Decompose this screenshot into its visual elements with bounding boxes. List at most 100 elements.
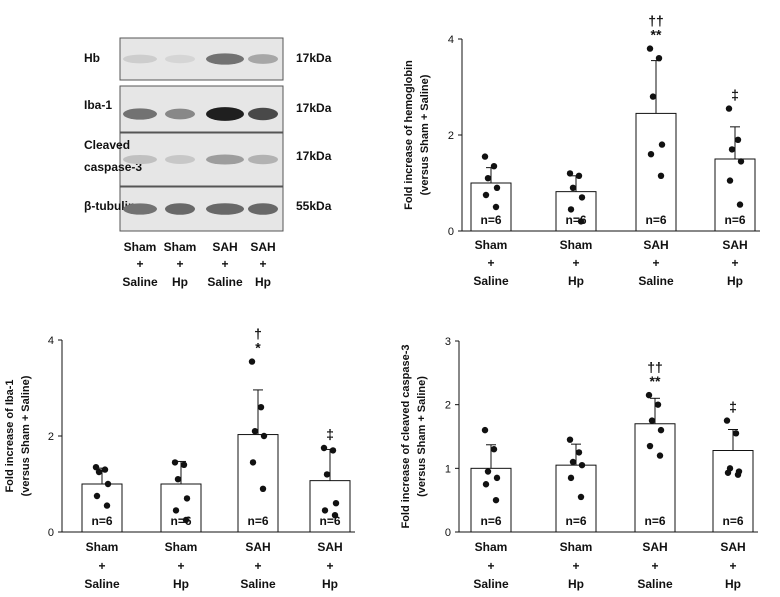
data-point — [575, 449, 583, 456]
category-label-line1: Sham — [560, 540, 593, 554]
data-point — [101, 466, 109, 473]
data-point — [484, 175, 492, 182]
data-point — [248, 358, 256, 365]
lane-label-line2: + — [221, 257, 228, 271]
data-point — [657, 426, 665, 434]
data-point — [331, 512, 339, 519]
significance-marker: ‡ — [731, 87, 739, 103]
bar — [470, 182, 512, 232]
protein-band — [165, 54, 195, 64]
bar — [555, 191, 597, 232]
y-tick-label: 3 — [445, 336, 451, 348]
category-label-line1: SAH — [317, 540, 342, 554]
bar — [237, 434, 279, 533]
lane-label-line1: Sham — [164, 240, 197, 254]
y-tick-label: 2 — [445, 400, 451, 412]
data-point — [172, 507, 180, 514]
data-point — [646, 45, 654, 52]
data-point — [657, 172, 665, 179]
n-label: n=6 — [247, 514, 268, 528]
molecular-weight-label: 17kDa — [296, 149, 332, 163]
category-label-line2: + — [652, 256, 659, 270]
data-point — [180, 461, 188, 468]
blot-row-label: Cleaved — [84, 138, 130, 152]
data-point — [259, 485, 267, 492]
y-axis-label: (versus Sham + Saline) — [20, 375, 32, 496]
data-point — [737, 158, 745, 165]
category-label-line2: + — [572, 256, 579, 270]
lane-label-line2: + — [259, 257, 266, 271]
lane-label-line3: Hp — [255, 275, 271, 289]
data-point — [103, 502, 111, 509]
n-label: n=6 — [480, 514, 501, 528]
y-tick-label: 4 — [448, 34, 454, 46]
category-label-line2: + — [177, 559, 184, 573]
data-point — [732, 430, 740, 437]
significance-marker: † — [254, 326, 262, 342]
protein-band — [123, 154, 157, 165]
data-point — [492, 203, 500, 211]
protein-band — [248, 154, 278, 165]
protein-band — [248, 107, 278, 121]
category-label-line3: Hp — [568, 577, 584, 591]
lane-label-line1: SAH — [250, 240, 275, 254]
data-point — [649, 93, 657, 100]
data-point — [249, 459, 257, 466]
y-tick-label: 1 — [445, 463, 451, 475]
cleaved-caspase3-chart: 0 1 2 3 Fold increase of cleaved caspase-3 (v… — [400, 336, 758, 591]
category-label-line2: + — [729, 559, 736, 573]
blot-row-label: β-tubulin — [84, 199, 135, 213]
category-label-line2: + — [731, 256, 738, 270]
y-tick-label: 0 — [48, 527, 54, 539]
category-label-line3: Saline — [473, 577, 509, 591]
n-label: n=6 — [170, 514, 191, 528]
category-label-line1: Sham — [475, 238, 508, 252]
data-point — [736, 201, 744, 208]
lane-label-line2: + — [136, 257, 143, 271]
significance-marker: †† — [648, 13, 664, 29]
protein-band — [206, 107, 244, 121]
data-point — [569, 458, 577, 466]
data-point — [578, 461, 586, 469]
data-point — [484, 468, 492, 475]
category-label-line3: Saline — [240, 577, 276, 591]
data-point — [92, 464, 100, 471]
data-point — [332, 500, 340, 507]
y-axis-label: Fold increase of cleaved caspase-3 — [400, 344, 412, 528]
data-point — [260, 432, 268, 440]
data-point — [104, 480, 112, 488]
molecular-weight-label: 17kDa — [296, 101, 332, 115]
category-label-line1: Sham — [86, 540, 119, 554]
n-label: n=6 — [319, 514, 340, 528]
data-point — [171, 459, 179, 466]
lane-label-line3: Saline — [207, 275, 243, 289]
significance-marker: †† — [647, 359, 663, 375]
protein-band — [206, 53, 244, 65]
category-label-line3: Hp — [173, 577, 189, 591]
bar — [712, 450, 754, 533]
data-point — [492, 496, 500, 504]
data-point — [182, 516, 190, 524]
hemoglobin-chart: 0 2 4 Fold increase of hemoglobin (versus Sh… — [403, 13, 760, 288]
category-label-line3: Hp — [322, 577, 338, 591]
significance-marker: ‡ — [729, 399, 737, 415]
n-label: n=6 — [645, 213, 666, 227]
data-point — [329, 447, 337, 454]
y-axis-label: (versus Sham + Saline) — [416, 376, 428, 497]
y-tick-label: 0 — [445, 527, 451, 539]
n-label: n=6 — [565, 213, 586, 227]
bar — [81, 483, 123, 533]
data-point — [566, 170, 574, 177]
protein-band — [123, 203, 157, 215]
data-point — [577, 218, 585, 225]
data-point — [725, 105, 733, 112]
category-label-line2: + — [326, 559, 333, 573]
blot-row-label: caspase-3 — [84, 160, 142, 174]
data-point — [482, 191, 490, 199]
data-point — [734, 136, 742, 143]
data-point — [567, 206, 575, 213]
category-label-line1: Sham — [475, 540, 508, 554]
category-label-line3: Saline — [637, 577, 673, 591]
protein-band — [165, 203, 195, 215]
significance-marker: * — [255, 340, 261, 356]
